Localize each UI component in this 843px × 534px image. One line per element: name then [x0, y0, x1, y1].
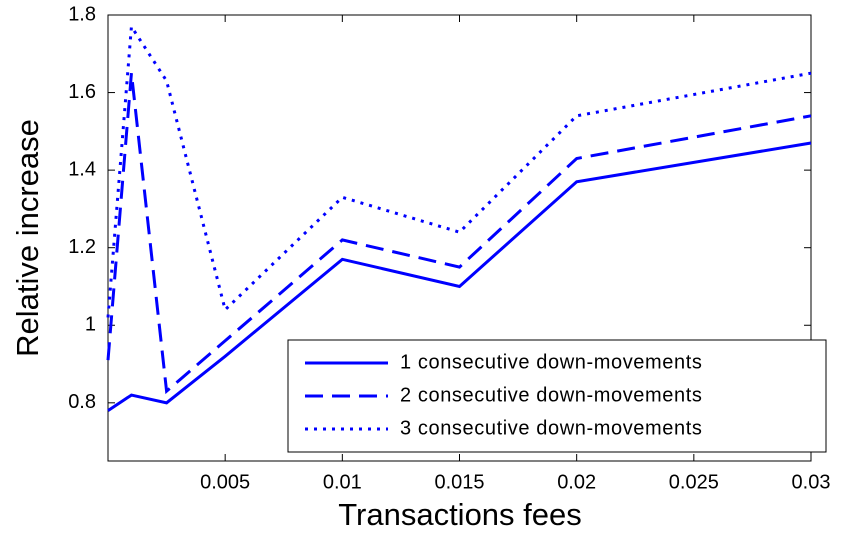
y-tick-label: 1.4: [68, 158, 96, 180]
y-tick-label: 1.2: [68, 236, 96, 258]
data-line: [106, 22, 812, 318]
x-axis-label: Transactions fees: [338, 497, 582, 532]
legend-box: [287, 339, 827, 453]
data-line: [106, 73, 812, 395]
legend-label: 1 consecutive down-movements: [400, 351, 703, 373]
x-tick-label: 0.03: [792, 471, 831, 493]
y-tick-label: 1.8: [68, 3, 96, 25]
legend: 1 consecutive down-movements 2 consecutiv…: [287, 339, 827, 453]
legend-label: 3 consecutive down-movements: [400, 417, 703, 439]
legend-label: 2 consecutive down-movements: [400, 384, 703, 406]
x-tick-label: 0.02: [557, 471, 596, 493]
x-tick-label: 0.025: [669, 471, 719, 493]
data-line: [107, 141, 812, 412]
y-tick-label: 1.6: [68, 81, 96, 103]
y-tick-label: 1: [85, 314, 96, 336]
x-tick-label: 0.015: [434, 471, 484, 493]
x-tick-label: 0.005: [200, 471, 250, 493]
y-tick-label: 0.8: [68, 391, 96, 413]
x-tick-label: 0.01: [323, 471, 362, 493]
y-axis-label: Relative increase: [10, 119, 45, 357]
